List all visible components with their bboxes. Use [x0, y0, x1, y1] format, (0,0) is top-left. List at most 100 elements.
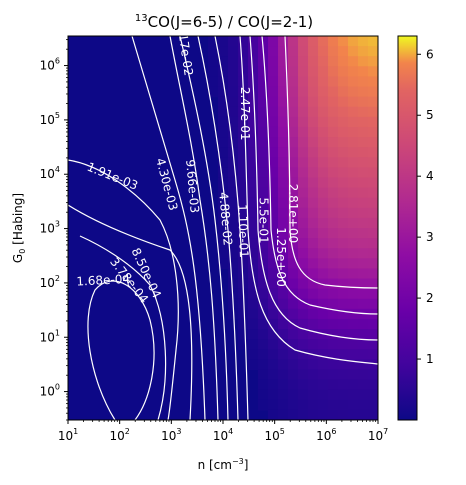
- heatmap-cell: [348, 207, 359, 219]
- heatmap-cell: [268, 36, 279, 47]
- heatmap-cell: [228, 167, 239, 179]
- heatmap-cell: [248, 217, 259, 229]
- heatmap-cell: [268, 288, 279, 300]
- heatmap-cell: [358, 217, 369, 229]
- heatmap-cell: [318, 197, 329, 209]
- heatmap-cell: [278, 248, 289, 259]
- contour-line-4: [68, 204, 193, 420]
- heatmap-cell: [308, 96, 319, 108]
- heatmap-cell: [358, 268, 369, 280]
- heatmap-cell: [338, 147, 349, 158]
- heatmap-cell: [228, 228, 239, 239]
- heatmap-cell: [268, 379, 279, 391]
- heatmap-cell: [308, 86, 319, 98]
- heatmap-cell: [228, 187, 239, 199]
- heatmap-cell: [248, 66, 259, 78]
- heatmap-cell: [318, 399, 329, 411]
- heatmap-cell: [358, 177, 369, 189]
- heatmap-cell: [248, 248, 259, 259]
- heatmap-cell: [348, 147, 359, 158]
- heatmap-cell: [288, 197, 299, 209]
- heatmap-cell: [328, 177, 339, 189]
- contour-label: 4.88e-02: [216, 192, 235, 247]
- heatmap-cell: [248, 329, 259, 340]
- heatmap-cell: [268, 116, 279, 128]
- heatmap-cell: [308, 187, 319, 199]
- heatmap-cell: [268, 318, 279, 330]
- heatmap-cell: [288, 116, 299, 128]
- heatmap-cell: [278, 96, 289, 108]
- heatmap-cell: [288, 207, 299, 219]
- heatmap-cell: [238, 66, 249, 78]
- heatmap-cell: [288, 258, 299, 270]
- heatmap-cell: [328, 288, 339, 300]
- heatmap-cell: [338, 389, 349, 401]
- heatmap-cell: [308, 116, 319, 128]
- heatmap-cell: [348, 116, 359, 128]
- heatmap-cell: [338, 258, 349, 270]
- heatmap-cell: [348, 288, 359, 300]
- heatmap-cell: [268, 126, 279, 138]
- contour-line-11: [249, 36, 378, 341]
- heatmap-cell: [298, 359, 309, 371]
- heatmap-cell: [348, 56, 359, 67]
- heatmap-cell: [248, 56, 259, 67]
- heatmap-cell: [338, 399, 349, 411]
- heatmap-cell: [298, 349, 309, 360]
- heatmap-cell: [258, 268, 269, 280]
- heatmap-cell: [288, 268, 299, 280]
- heatmap-cell: [368, 207, 378, 219]
- heatmap-cell: [358, 339, 369, 350]
- heatmap-cell: [248, 238, 259, 249]
- heatmap-cell: [288, 66, 299, 78]
- heatmap-cell: [288, 56, 299, 67]
- heatmap-cell: [338, 288, 349, 300]
- heatmap-cell: [268, 46, 279, 57]
- heatmap-cell: [308, 106, 319, 118]
- heatmap-cell: [278, 349, 289, 360]
- heatmap-cell: [338, 409, 349, 420]
- heatmap-cell: [268, 96, 279, 108]
- heatmap-cell: [248, 278, 259, 290]
- heatmap-cell: [278, 268, 289, 280]
- x-tick-label: 107: [368, 427, 388, 443]
- heatmap-cell: [248, 349, 259, 360]
- heatmap-cell: [228, 288, 239, 300]
- heatmap-cell: [328, 187, 339, 199]
- heatmap-cell: [278, 359, 289, 371]
- heatmap-cell: [278, 228, 289, 239]
- heatmap-cell: [218, 66, 229, 78]
- heatmap-cell: [368, 339, 378, 350]
- heatmap-cell: [298, 66, 309, 78]
- heatmap-cell: [248, 157, 259, 168]
- heatmap-cell: [358, 409, 369, 420]
- heatmap-cell: [318, 36, 329, 47]
- contour-line-6: [169, 36, 219, 420]
- heatmap-cell: [278, 207, 289, 219]
- heatmap-cell: [358, 76, 369, 88]
- heatmap-cell: [308, 399, 319, 411]
- heatmap-cell: [318, 96, 329, 108]
- heatmap-cell: [278, 187, 289, 199]
- heatmap-cell: [288, 228, 299, 239]
- heatmap-cell: [368, 76, 378, 88]
- heatmap-cell: [238, 248, 249, 259]
- heatmap-cell: [248, 177, 259, 189]
- heatmap-cell: [308, 56, 319, 67]
- heatmap-cell: [238, 207, 249, 219]
- contour-label: 1.25e+00: [274, 227, 288, 286]
- heatmap-cell: [318, 258, 329, 270]
- heatmap-cell: [308, 369, 319, 381]
- heatmap-cell: [368, 238, 378, 249]
- heatmap-cell: [268, 167, 279, 179]
- heatmap-cell: [268, 329, 279, 340]
- heatmap-cell: [318, 359, 329, 371]
- heatmap-cell: [278, 86, 289, 98]
- heatmap-cell: [308, 278, 319, 290]
- heatmap-cell: [348, 399, 359, 411]
- heatmap-cell: [328, 329, 339, 340]
- heatmap-cell: [238, 126, 249, 138]
- heatmap-cell: [368, 116, 378, 128]
- heatmap-cell: [298, 369, 309, 381]
- heatmap-cell: [328, 399, 339, 411]
